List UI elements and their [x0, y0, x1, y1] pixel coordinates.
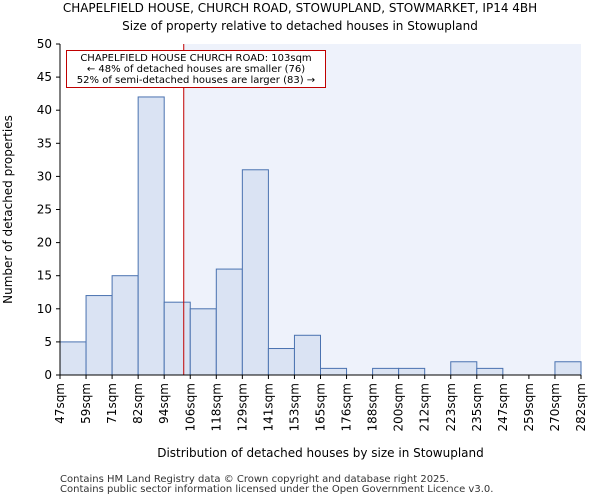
bar-118sqm — [215, 268, 243, 376]
x-tick-label-270sqm: 270sqm — [548, 383, 562, 431]
y-tick-label-35: 35 — [37, 136, 52, 150]
y-tick-label-20: 20 — [37, 236, 52, 250]
y-tick-label-10: 10 — [37, 302, 52, 316]
x-tick-label-223sqm: 223sqm — [444, 383, 458, 431]
footer-copyright: Contains HM Land Registry data © Crown c… — [60, 474, 449, 485]
y-tick-label-30: 30 — [37, 169, 52, 183]
y-tick-label-15: 15 — [37, 269, 52, 283]
bar-165sqm — [320, 367, 348, 376]
x-tick-label-200sqm: 200sqm — [392, 383, 406, 431]
bar-59sqm — [85, 295, 113, 376]
chart-title: CHAPELFIELD HOUSE, CHURCH ROAD, STOWUPLA… — [62, 1, 538, 15]
x-tick-label-141sqm: 141sqm — [261, 383, 275, 431]
bar-82sqm — [137, 96, 165, 376]
bar-223sqm — [450, 361, 478, 376]
bar-106sqm — [189, 308, 217, 376]
x-tick-label-71sqm: 71sqm — [105, 383, 119, 424]
x-tick-label-165sqm: 165sqm — [314, 383, 328, 431]
x-tick-label-235sqm: 235sqm — [470, 383, 484, 431]
x-tick-label-247sqm: 247sqm — [496, 383, 510, 431]
x-tick-label-129sqm: 129sqm — [235, 383, 249, 431]
x-tick-label-59sqm: 59sqm — [79, 383, 93, 424]
footer-licence: Contains public sector information licen… — [60, 484, 494, 495]
bar-153sqm — [293, 334, 322, 376]
x-tick-label-212sqm: 212sqm — [418, 383, 432, 431]
y-axis-title: Number of detached properties — [1, 115, 15, 304]
x-tick-label-153sqm: 153sqm — [287, 383, 301, 431]
bar-94sqm — [163, 301, 191, 376]
x-tick-label-94sqm: 94sqm — [157, 383, 171, 424]
y-tick-label-50: 50 — [37, 37, 52, 51]
bar-188sqm — [372, 367, 400, 376]
bar-200sqm — [398, 367, 426, 376]
x-tick-label-188sqm: 188sqm — [366, 383, 380, 431]
bar-270sqm — [554, 361, 582, 376]
y-tick-label-5: 5 — [44, 335, 52, 349]
chart-subtitle: Size of property relative to detached ho… — [122, 19, 478, 33]
bar-129sqm — [241, 169, 269, 376]
annotation-line-1: CHAPELFIELD HOUSE CHURCH ROAD: 103sqm — [80, 53, 312, 64]
bar-71sqm — [111, 275, 139, 376]
x-tick-label-118sqm: 118sqm — [209, 383, 223, 431]
bar-47sqm — [59, 341, 87, 376]
x-tick-label-176sqm: 176sqm — [340, 383, 354, 431]
y-tick-label-40: 40 — [37, 103, 52, 117]
bar-235sqm — [476, 367, 504, 376]
x-tick-label-259sqm: 259sqm — [522, 383, 536, 431]
x-tick-label-282sqm: 282sqm — [574, 383, 588, 431]
marker-annotation: CHAPELFIELD HOUSE CHURCH ROAD: 103sqm ← … — [66, 50, 326, 88]
bar-141sqm — [267, 348, 295, 376]
y-tick-label-25: 25 — [37, 203, 52, 217]
y-tick-label-0: 0 — [44, 368, 52, 382]
x-tick-label-82sqm: 82sqm — [131, 383, 145, 424]
x-axis-title: Distribution of detached houses by size … — [157, 446, 484, 460]
x-tick-label-47sqm: 47sqm — [53, 383, 67, 424]
annotation-line-3: 52% of semi-detached houses are larger (… — [76, 75, 316, 86]
annotation-line-2: ← 48% of detached houses are smaller (76… — [86, 64, 306, 75]
y-tick-label-45: 45 — [37, 70, 52, 84]
x-tick-label-106sqm: 106sqm — [183, 383, 197, 431]
